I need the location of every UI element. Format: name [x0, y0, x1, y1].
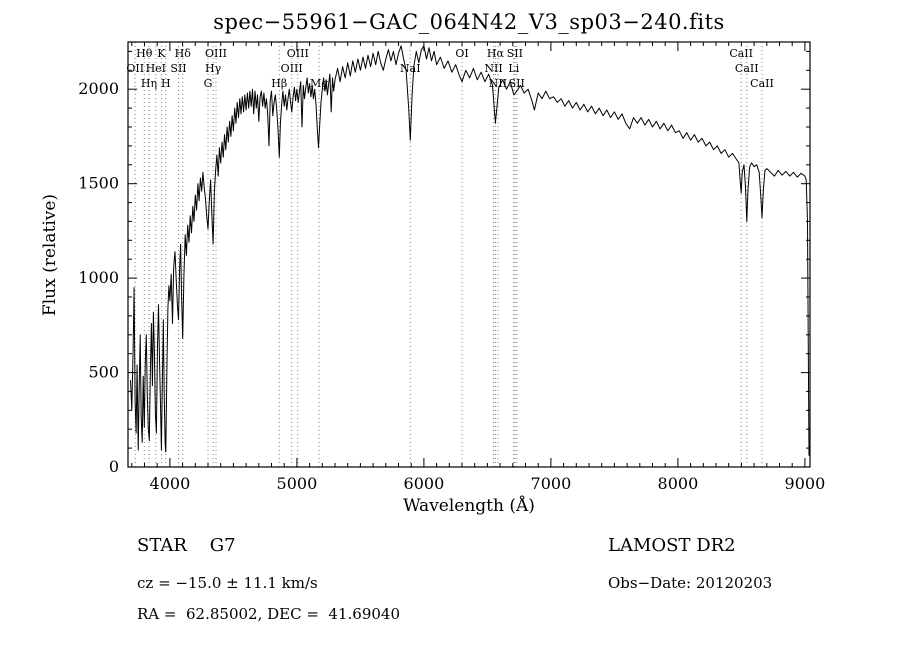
- y-axis-label: Flux (relative): [40, 193, 60, 317]
- spectral-line-label: SII: [170, 62, 186, 75]
- spectral-line-label: NaI: [400, 62, 421, 75]
- spectral-line-label: CaII: [750, 77, 774, 90]
- spectral-line-label: Hγ: [205, 62, 222, 75]
- object-class-label: STAR G7: [137, 535, 236, 556]
- obs-date: Obs−Date: 20120203: [608, 574, 773, 592]
- spectral-line-label: Hη: [141, 77, 157, 90]
- y-tick-label: 1000: [78, 268, 119, 287]
- x-tick-label: 5000: [277, 474, 318, 493]
- x-tick-label: 8000: [658, 474, 699, 493]
- x-tick-label: 9000: [785, 474, 826, 493]
- y-tick-label: 0: [109, 457, 119, 476]
- spectral-line-label: HeI: [146, 62, 166, 75]
- spectral-line-label: OII: [126, 62, 144, 75]
- cz-value: cz = −15.0 ± 11.1 km/s: [137, 574, 318, 592]
- y-tick-label: 500: [88, 363, 119, 382]
- spectral-line-label: Hα: [487, 47, 505, 60]
- y-tick-label: 1500: [78, 174, 119, 193]
- spectral-line-label: Li: [508, 62, 519, 75]
- survey-label: LAMOST DR2: [608, 535, 736, 556]
- spectral-line-label: CaII: [735, 62, 759, 75]
- spectral-line-label: NII: [489, 77, 507, 90]
- spectral-line-label: OIII: [287, 47, 309, 60]
- spectrum-trace: [130, 45, 810, 456]
- spectral-line-label: NII: [484, 62, 502, 75]
- spectral-line-label: OIII: [281, 62, 303, 75]
- spectral-line-label: Hβ: [271, 77, 287, 90]
- x-axis-label: Wavelength (Å): [403, 496, 535, 516]
- spectral-line-label: CaII: [729, 47, 753, 60]
- spectral-line-label: OI: [455, 47, 468, 60]
- x-tick-label: 7000: [531, 474, 572, 493]
- plot-title: spec−55961−GAC_064N42_V3_sp03−240.fits: [213, 10, 725, 34]
- x-tick-label: 6000: [404, 474, 445, 493]
- spectral-line-label: K: [157, 47, 166, 60]
- x-tick-label: 4000: [150, 474, 191, 493]
- spectral-line-label: Hδ: [175, 47, 192, 60]
- y-tick-label: 2000: [78, 79, 119, 98]
- plot-frame: [127, 41, 811, 468]
- ra-dec-coords: RA = 62.85002, DEC = 41.69040: [137, 605, 401, 623]
- spectral-line-label: G: [204, 77, 213, 90]
- spectral-line-label: Hθ: [136, 47, 153, 60]
- spectral-line-label: SII: [507, 47, 523, 60]
- spectral-line-label: Mg: [310, 77, 328, 90]
- spectral-line-label: SII: [509, 77, 525, 90]
- spectral-line-label: OIII: [205, 47, 227, 60]
- spectral-line-label: H: [161, 77, 171, 90]
